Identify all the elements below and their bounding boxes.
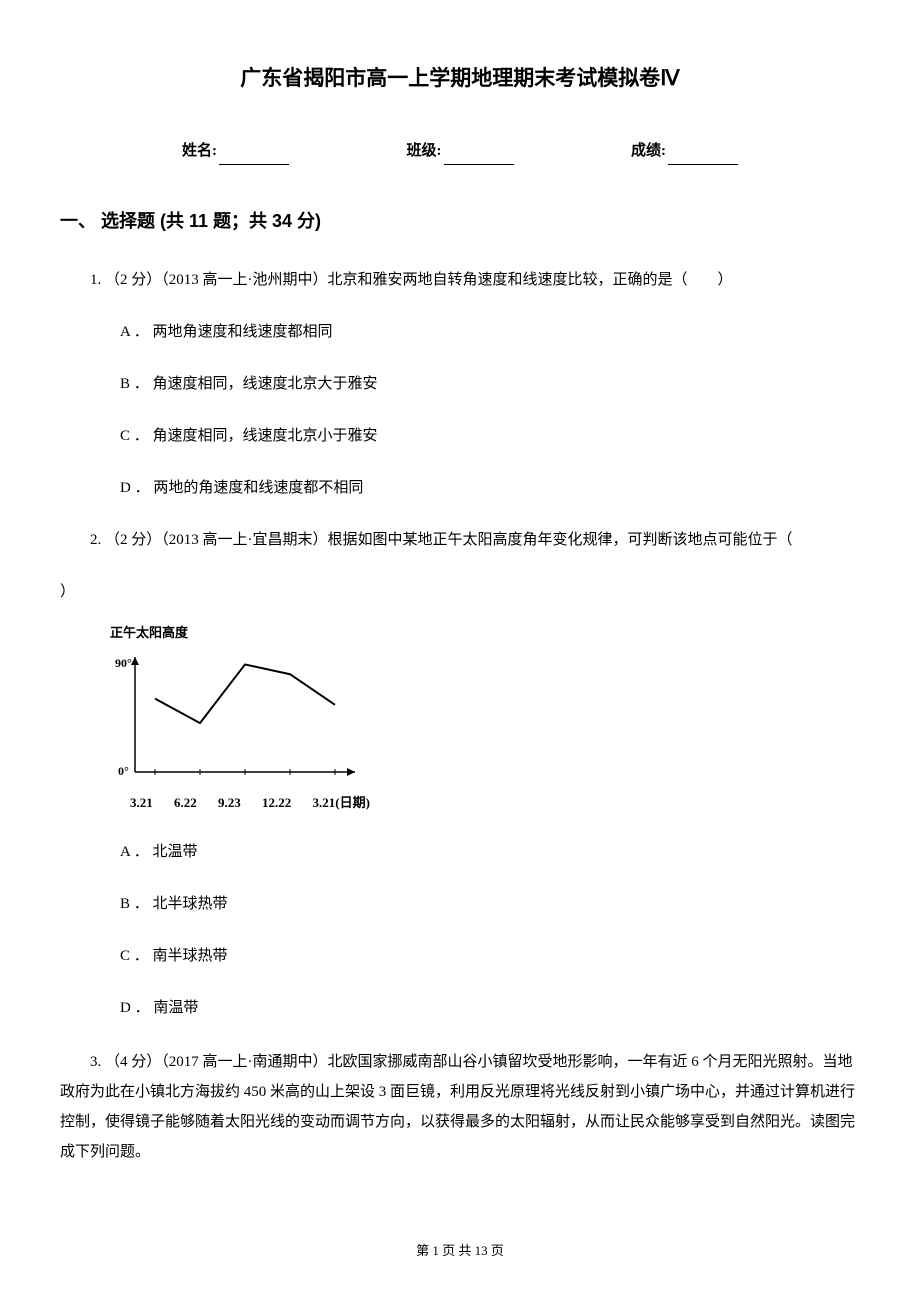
x-label-3: 9.23 bbox=[218, 791, 241, 814]
question-2-text: 2. （2 分）（2013 高一上·宜昌期末）根据如图中某地正午太阳高度角年变化… bbox=[60, 527, 860, 554]
class-label: 班级: bbox=[407, 138, 442, 165]
score-blank bbox=[668, 147, 738, 165]
solar-altitude-chart: 正午太阳高度 90° 0° 3.21 6.22 9.23 12.22 3.21(… bbox=[110, 621, 860, 814]
x-label-2: 6.22 bbox=[174, 791, 197, 814]
x-label-1: 3.21 bbox=[130, 791, 153, 814]
name-blank bbox=[219, 147, 289, 165]
score-label: 成绩: bbox=[631, 138, 666, 165]
question-1: 1. （2 分）（2013 高一上·池州期中）北京和雅安两地自转角速度和线速度比… bbox=[60, 267, 860, 502]
exam-title: 广东省揭阳市高一上学期地理期末考试模拟卷Ⅳ bbox=[60, 60, 860, 98]
question-3: 3. （4 分）（2017 高一上·南通期中）北欧国家挪威南部山谷小镇留坎受地形… bbox=[60, 1047, 860, 1167]
class-blank bbox=[444, 147, 514, 165]
section-title: 一、 选择题 (共 11 题；共 34 分) bbox=[60, 205, 860, 237]
page-footer: 第 1 页 共 13 页 bbox=[0, 1239, 920, 1262]
question-2: 2. （2 分）（2013 高一上·宜昌期末）根据如图中某地正午太阳高度角年变化… bbox=[60, 527, 860, 1022]
x-label-4: 12.22 bbox=[262, 791, 291, 814]
chart-x-labels: 3.21 6.22 9.23 12.22 3.21(日期) bbox=[110, 791, 860, 814]
question-2-option-b: B ． 北半球热带 bbox=[60, 891, 860, 918]
question-1-text: 1. （2 分）（2013 高一上·池州期中）北京和雅安两地自转角速度和线速度比… bbox=[60, 267, 860, 294]
x-label-5: 3.21(日期) bbox=[313, 791, 370, 814]
question-1-option-a: A ． 两地角速度和线速度都相同 bbox=[60, 319, 860, 346]
question-2-text-main: 2. （2 分）（2013 高一上·宜昌期末）根据如图中某地正午太阳高度角年变化… bbox=[90, 532, 793, 548]
question-2-option-a: A ． 北温带 bbox=[60, 839, 860, 866]
chart-line bbox=[155, 664, 335, 723]
y-axis-arrow bbox=[131, 657, 139, 665]
question-3-text: 3. （4 分）（2017 高一上·南通期中）北欧国家挪威南部山谷小镇留坎受地形… bbox=[60, 1054, 855, 1160]
question-1-option-d: D ． 两地的角速度和线速度都不相同 bbox=[60, 475, 860, 502]
student-info-row: 姓名: 班级: 成绩: bbox=[60, 138, 860, 165]
y-max-label: 90° bbox=[115, 656, 132, 670]
question-1-option-c: C ． 角速度相同，线速度北京小于雅安 bbox=[60, 423, 860, 450]
question-2-text-end: ） bbox=[60, 579, 860, 606]
question-2-option-d: D ． 南温带 bbox=[60, 995, 860, 1022]
question-2-option-c: C ． 南半球热带 bbox=[60, 943, 860, 970]
chart-svg: 90° 0° bbox=[110, 647, 365, 787]
y-min-label: 0° bbox=[118, 764, 129, 778]
name-label: 姓名: bbox=[182, 138, 217, 165]
x-axis-arrow bbox=[347, 768, 355, 776]
question-1-option-b: B ． 角速度相同，线速度北京大于雅安 bbox=[60, 371, 860, 398]
chart-y-label: 正午太阳高度 bbox=[110, 621, 860, 644]
